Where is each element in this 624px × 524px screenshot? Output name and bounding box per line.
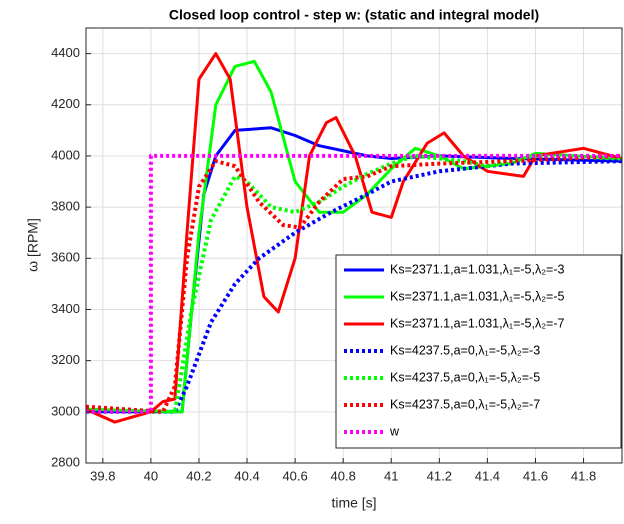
x-tick-label: 40.2 [186, 468, 211, 483]
x-tick-label: 40.4 [234, 468, 259, 483]
y-tick-label: 4000 [51, 147, 80, 162]
chart-title: Closed loop control - step w: (static an… [169, 7, 539, 23]
y-axis-label: ω [RPM] [25, 218, 41, 272]
x-tick-label: 41 [384, 468, 398, 483]
x-tick-label: 40.6 [282, 468, 307, 483]
series-line [86, 159, 622, 414]
x-tick-label: 41.8 [571, 468, 596, 483]
legend-label: Ks=2371.1,a=1.031,λ₁=-5,λ₂=-7 [390, 316, 565, 330]
y-tick-label: 2800 [51, 454, 80, 469]
y-tick-label: 3400 [51, 301, 80, 316]
y-tick-label: 3800 [51, 199, 80, 214]
x-axis-label: time [s] [331, 495, 376, 511]
legend-box [335, 254, 622, 449]
legend-label: Ks=4237.5,a=0,λ₁=-5,λ₂=-5 [390, 370, 540, 384]
x-tick-label: 40 [144, 468, 158, 483]
legend-label: Ks=4237.5,a=0,λ₁=-5,λ₂=-3 [390, 343, 540, 357]
legend-label: w [389, 424, 400, 438]
x-tick-label: 41.4 [475, 468, 500, 483]
axes-box [85, 27, 623, 464]
y-tick-label: 4200 [51, 96, 80, 111]
y-tick-label: 3000 [51, 403, 80, 418]
legend-label: Ks=4237.5,a=0,λ₁=-5,λ₂=-7 [390, 397, 540, 411]
legend-label: Ks=2371.1,a=1.031,λ₁=-5,λ₂=-5 [390, 289, 565, 303]
x-tick-label: 41.2 [427, 468, 452, 483]
series-line [86, 153, 622, 414]
legend-label: Ks=2371.1,a=1.031,λ₁=-5,λ₂=-3 [390, 262, 565, 276]
series-line [86, 153, 622, 414]
x-tick-label: 41.6 [523, 468, 548, 483]
legend: Ks=2371.1,a=1.031,λ₁=-5,λ₂=-3 Ks=2371.1,a… [335, 254, 622, 449]
y-tick-label: 4400 [51, 45, 80, 60]
lines [86, 52, 622, 424]
x-tick-label: 39.8 [90, 468, 115, 483]
y-tick-label: 3600 [51, 250, 80, 265]
y-tick-label: 3200 [51, 352, 80, 367]
x-tick-label: 40.8 [331, 468, 356, 483]
